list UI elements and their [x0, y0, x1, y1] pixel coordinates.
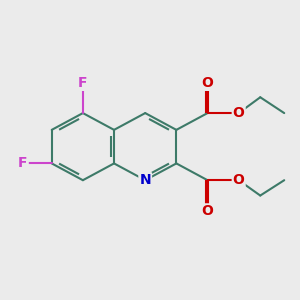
Text: F: F [78, 76, 88, 90]
Text: N: N [140, 173, 151, 187]
Text: O: O [202, 76, 214, 90]
Text: O: O [233, 173, 244, 187]
Text: O: O [202, 204, 214, 218]
Text: O: O [233, 106, 244, 120]
Text: F: F [18, 156, 28, 170]
